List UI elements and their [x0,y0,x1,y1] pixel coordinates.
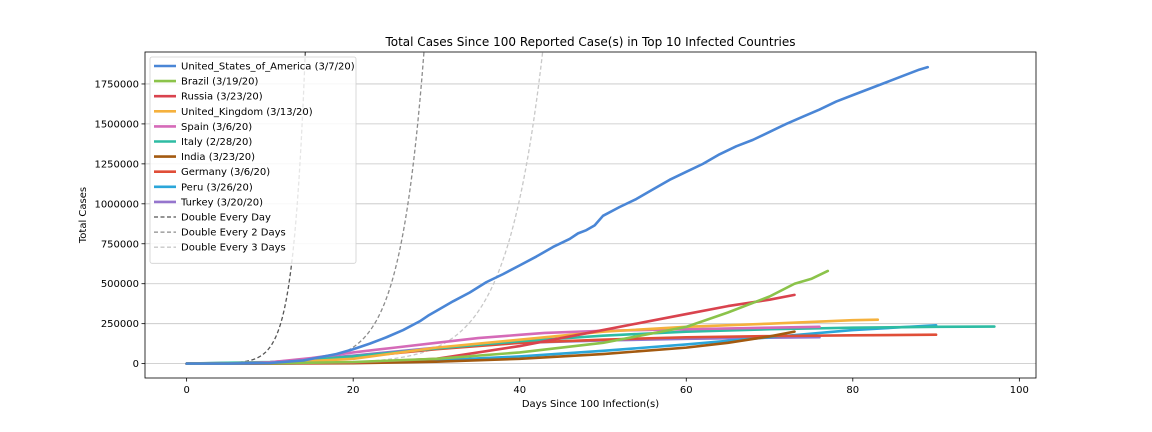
legend-label: Double Every 2 Days [181,228,286,239]
y-tick-label: 1500000 [94,119,139,130]
y-tick-label: 250000 [101,319,139,330]
legend-label: Russia (3/23/20) [181,92,263,103]
series-line-brazil-3-19-20 [185,269,830,365]
legend-label: India (3/23/20) [181,152,255,163]
series-line-united-kingdom-3-13-20 [185,318,880,365]
y-tick-label: 1000000 [94,199,139,210]
y-tick-label: 0 [133,359,139,370]
x-tick-label: 20 [347,385,360,396]
legend-label: United_States_of_America (3/7/20) [181,62,355,73]
legend-label: Germany (3/6/20) [181,167,270,178]
legend-label: Double Every 3 Days [181,243,286,254]
legend-label: Italy (2/28/20) [181,137,252,148]
legend-label: Turkey (3/20/20) [180,197,263,208]
legend-box [149,56,357,264]
legend-label: Double Every Day [181,213,271,224]
y-tick-label: 500000 [101,279,139,290]
legend-label: Brazil (3/19/20) [181,77,259,88]
legend-label: Peru (3/26/20) [181,182,253,193]
chart-title: Total Cases Since 100 Reported Case(s) i… [384,35,795,49]
series-line-peru-3-26-20 [185,323,938,365]
axis-ticks: 0 250000 500000 750000 1000000 1250000 1500000… [94,79,1028,396]
y-tick-label: 750000 [101,239,139,250]
x-tick-label: 100 [1010,385,1029,396]
plot-frame [144,51,1037,379]
y-tick-label: 1250000 [94,159,139,170]
x-tick-label: 0 [183,385,189,396]
x-tick-label: 60 [680,385,693,396]
y-axis-label: Total Cases [78,187,89,244]
x-tick-label: 80 [846,385,859,396]
legend: United_States_of_America (3/7/20) Brazil … [149,56,357,264]
series-line-united-states-of-america-3-7-20 [185,65,930,365]
x-tick-label: 40 [513,385,526,396]
series-lines [185,52,996,365]
x-axis-label: Days Since 100 Infection(s) [522,399,659,410]
legend-label: Spain (3/6/20) [181,122,252,133]
y-tick-label: 1750000 [94,79,139,90]
legend-label: United_Kingdom (3/13/20) [181,107,313,118]
